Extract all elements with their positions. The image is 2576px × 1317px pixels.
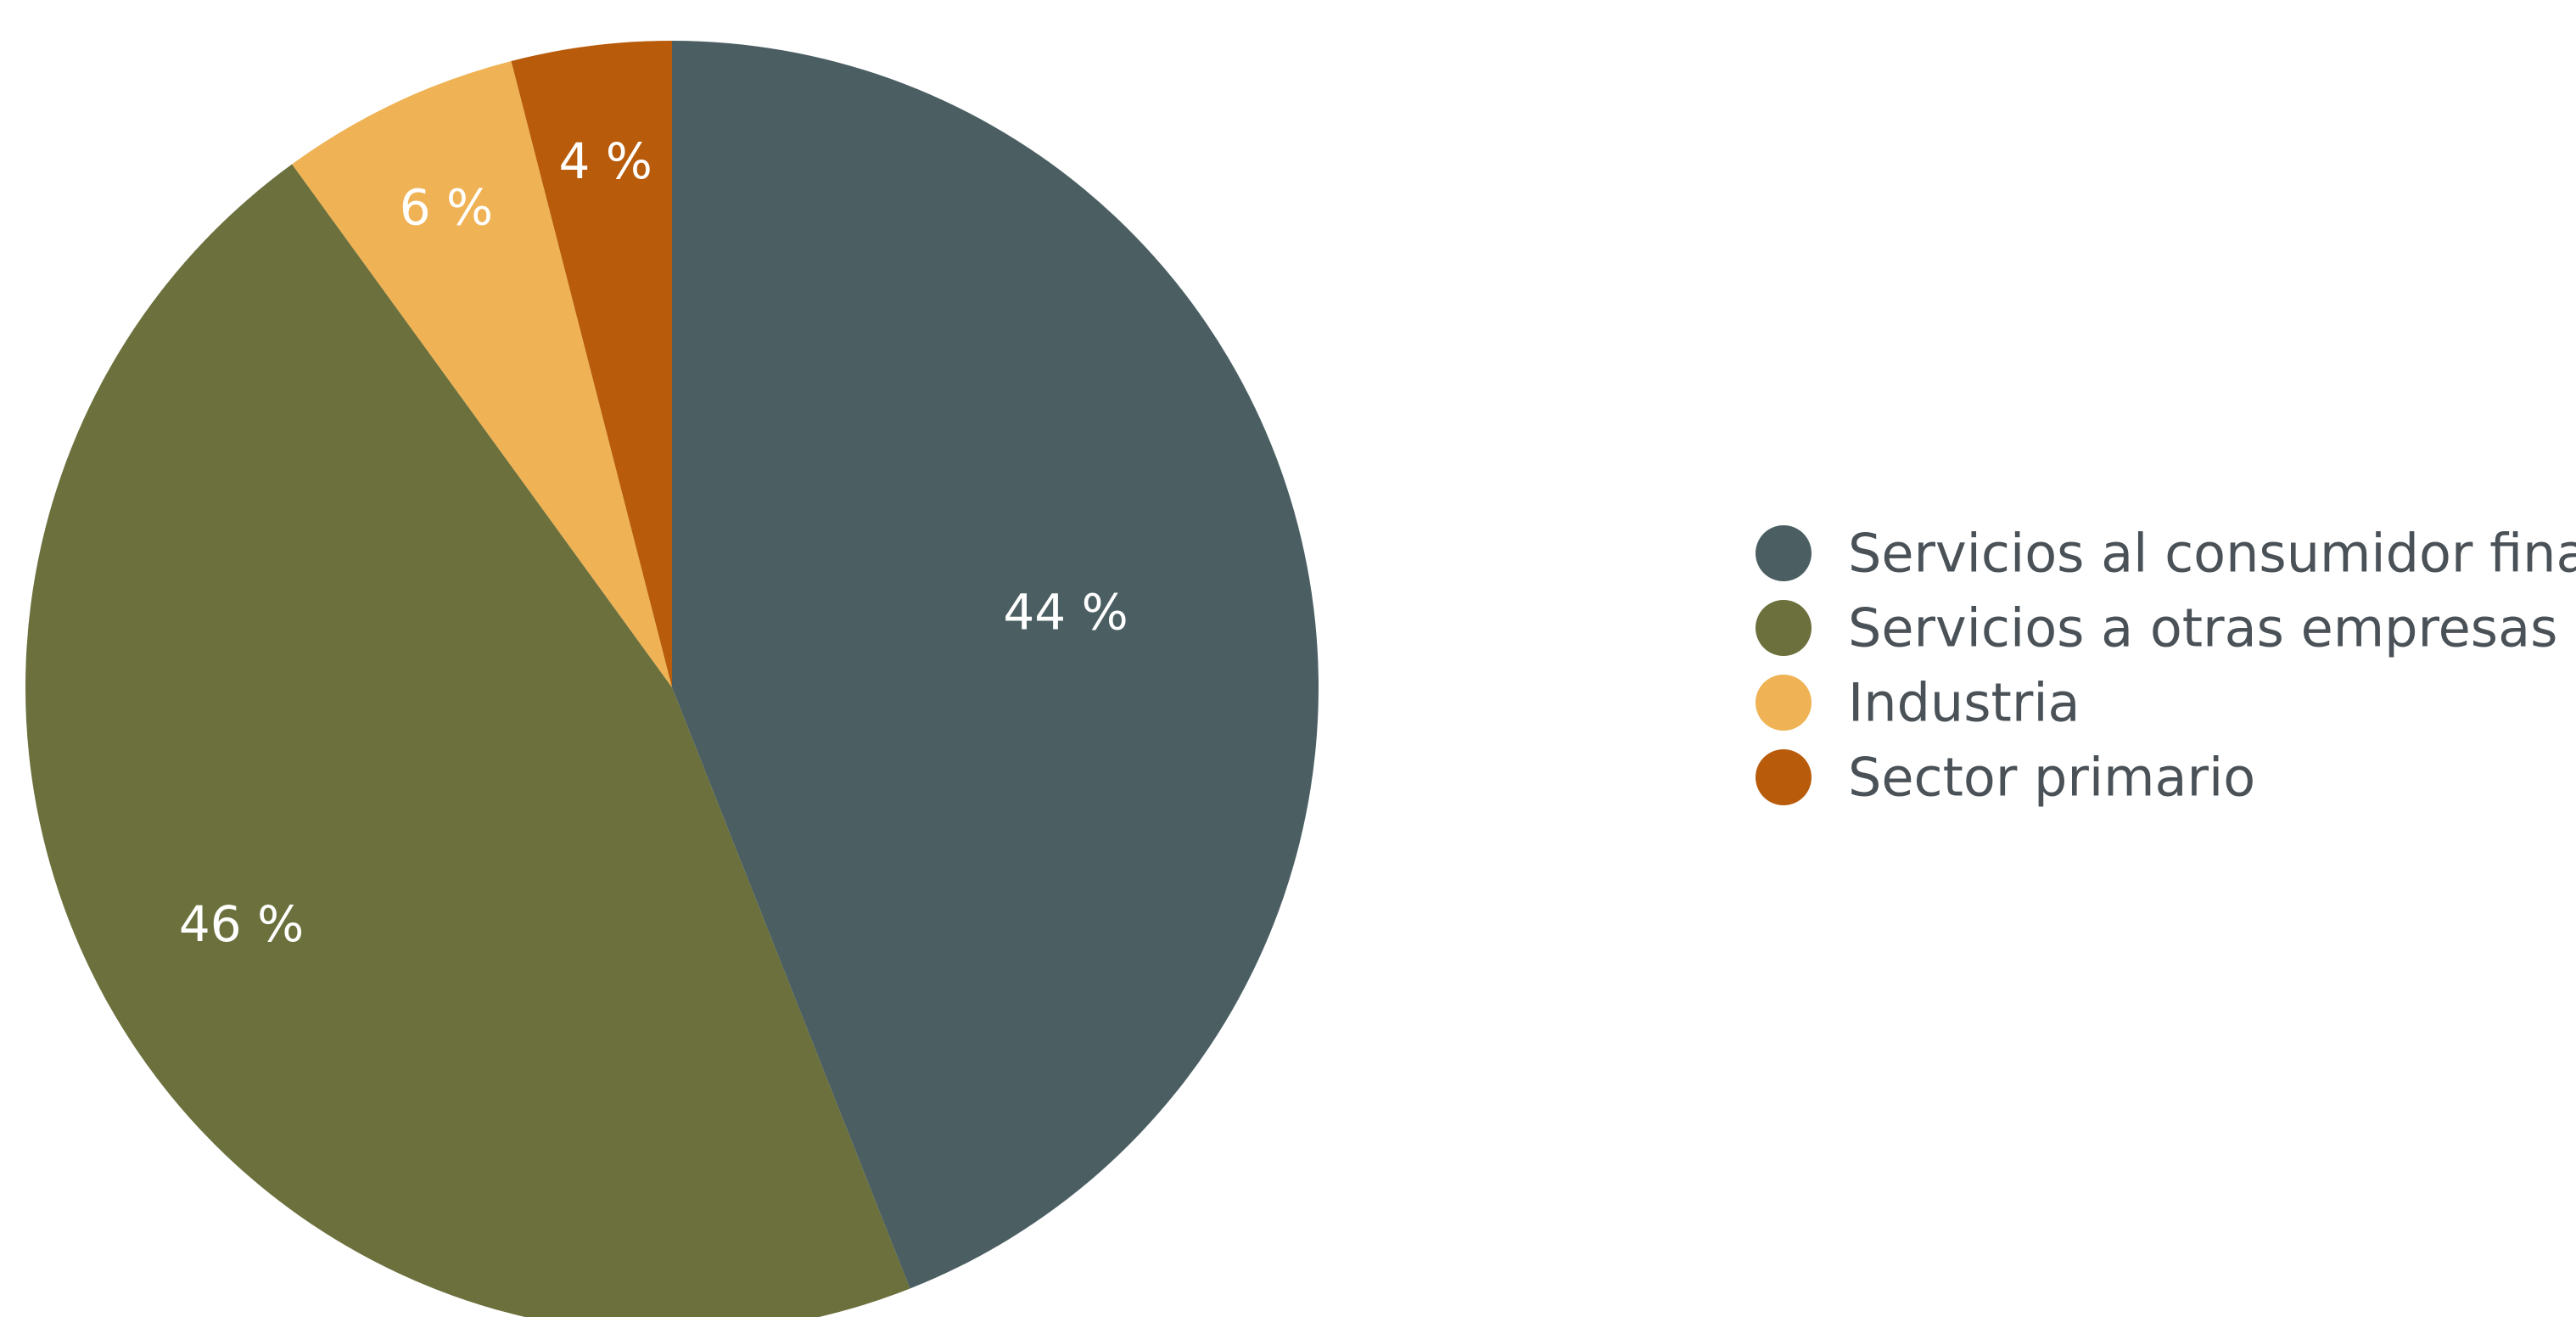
- legend: Servicios al consumidor final Servicios a…: [1756, 523, 2576, 809]
- legend-item-servicios-a-otras-empresas: Servicios a otras empresas: [1756, 597, 2557, 659]
- legend-label: Servicios a otras empresas: [1848, 597, 2557, 659]
- pie-slice-servicios-al-consumidor-final: [672, 41, 1319, 1289]
- legend-item-servicios-al-consumidor-final: Servicios al consumidor final: [1756, 523, 2576, 585]
- legend-swatch: [1756, 675, 1812, 731]
- legend-item-industria: Industria: [1756, 672, 2080, 734]
- pie-slice-labels: 44 % 46 % 6 % 4 %: [179, 132, 1128, 953]
- pie-slice-servicios-a-otras-empresas: [25, 164, 910, 1317]
- legend-item-sector-primario: Sector primario: [1756, 747, 2255, 809]
- pie-slices: [25, 41, 1319, 1317]
- legend-swatch: [1756, 749, 1812, 805]
- pie-slice-industria: [292, 60, 672, 687]
- slice-label-servicios-al-consumidor-final: 44 %: [1003, 583, 1128, 641]
- slice-label-servicios-a-otras-empresas: 46 %: [179, 895, 304, 953]
- legend-label: Servicios al consumidor final: [1848, 523, 2576, 585]
- legend-label: Sector primario: [1848, 747, 2255, 809]
- legend-swatch: [1756, 600, 1812, 656]
- legend-label: Industria: [1848, 672, 2080, 734]
- legend-swatch: [1756, 525, 1812, 581]
- slice-label-industria: 6 %: [400, 179, 493, 237]
- pie-slice-sector-primario: [511, 41, 672, 687]
- slice-label-sector-primario: 4 %: [558, 132, 652, 190]
